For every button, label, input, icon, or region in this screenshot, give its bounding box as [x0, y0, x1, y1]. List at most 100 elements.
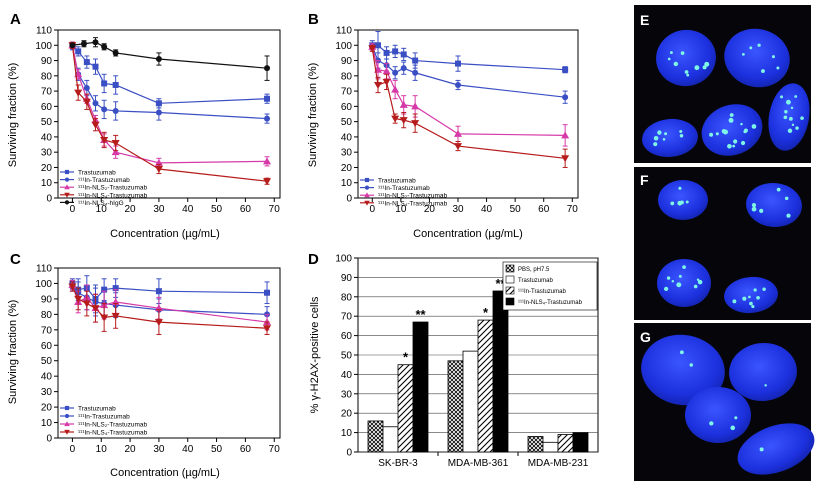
focus: [679, 129, 683, 134]
focus: [666, 276, 671, 280]
legend-label: ¹¹¹In-NLS₂-Trastuzumab: [378, 193, 447, 200]
data-point: [392, 48, 399, 55]
data-point: [375, 42, 381, 49]
panel-label-c: C: [10, 251, 21, 268]
focus: [682, 265, 686, 269]
focus: [732, 299, 737, 304]
legend-marker: [64, 421, 70, 427]
nucleus: [657, 259, 711, 307]
x-tick-label: SK-BR-3: [378, 458, 418, 469]
series-1: [69, 43, 271, 124]
focus: [671, 280, 675, 283]
y-tick-label: 100: [335, 41, 352, 52]
legend-label: Trastuzumab: [78, 406, 116, 413]
x-tick-label: 70: [269, 444, 281, 455]
data-point: [80, 40, 87, 47]
data-point: [101, 106, 108, 113]
data-point: [74, 89, 83, 97]
y-tick-label: 40: [41, 372, 53, 383]
series-0: [69, 41, 271, 109]
nucleus: [658, 180, 708, 220]
legend-label: ¹¹¹In-Trastuzumab: [78, 177, 130, 184]
focus: [667, 57, 671, 61]
legend-a: Trastuzumab¹¹¹In-Trastuzumab¹¹¹In-NLS₂-T…: [60, 170, 148, 207]
y-tick-label: 60: [41, 102, 53, 113]
data-point: [399, 117, 408, 125]
bar: [572, 432, 589, 453]
x-tick-label: 40: [182, 444, 194, 455]
panel-a: A Surviving fraction (%) 0 10 20 30 40 50 60 70…: [7, 11, 281, 240]
y-tick-label: 50: [41, 356, 53, 367]
data-point: [264, 95, 271, 102]
data-point: [91, 121, 100, 129]
legend-swatch: [505, 264, 515, 273]
y-tick-label: 10: [341, 178, 353, 189]
legend-box: [502, 261, 598, 311]
data-point: [68, 283, 77, 291]
data-point: [75, 48, 82, 55]
focus: [664, 286, 669, 291]
series-line: [71, 44, 268, 104]
data-point: [561, 155, 570, 163]
focus: [751, 304, 755, 309]
x-tick-label: 10: [395, 204, 407, 215]
y-tick-label: 100: [35, 41, 52, 52]
legend-marker: [64, 177, 70, 182]
series-line: [71, 45, 268, 164]
y-tick-label: 10: [41, 178, 53, 189]
series-line: [71, 45, 268, 182]
data-point: [399, 100, 408, 108]
nucleus: [729, 342, 797, 402]
x-tick-label: 60: [240, 444, 252, 455]
y-tick-label: 70: [341, 87, 353, 98]
legend-label: ¹¹¹In-NLS₄-Trastuzumab: [78, 192, 148, 199]
focus: [791, 123, 795, 127]
focus: [740, 140, 746, 146]
nucleus: [642, 118, 698, 158]
legend-label: ¹¹¹In-NLS₂-Trastuzumab: [78, 185, 147, 192]
x-tick-label: MDA-MB-361: [448, 458, 509, 469]
focus: [788, 116, 793, 121]
y-tick-label: 60: [341, 102, 353, 113]
legend-label: Trastuzumab: [518, 278, 553, 284]
focus: [764, 384, 767, 387]
panel-label-a: A: [10, 11, 21, 28]
data-point: [111, 312, 120, 320]
data-point: [155, 288, 162, 295]
bar: [527, 436, 544, 453]
y-tick-label: 0: [46, 194, 52, 205]
focus: [728, 117, 734, 123]
data-point: [562, 66, 569, 73]
focus: [670, 201, 675, 206]
legend-label: ¹¹¹In-NLS₄-Trastuzumab: [518, 300, 583, 306]
data-point: [455, 81, 461, 88]
focus: [783, 115, 787, 120]
focus: [741, 52, 745, 56]
bar: [382, 426, 399, 453]
focus: [685, 200, 689, 204]
legend-marker: [64, 429, 70, 435]
data-point: [111, 148, 120, 156]
data-point: [561, 131, 570, 139]
y-tick-label: 60: [41, 341, 53, 352]
x-tick-label: 60: [240, 204, 252, 215]
data-point: [263, 325, 272, 333]
y-tick-label: 50: [41, 117, 53, 128]
y-tick-label: 50: [341, 117, 353, 128]
bar: [462, 350, 479, 453]
y-tick-label: 90: [341, 273, 353, 284]
focus: [729, 113, 734, 117]
panel-label-d: D: [308, 251, 319, 268]
focus: [730, 425, 736, 431]
y-tick-label: 0: [346, 448, 352, 459]
data-point: [368, 45, 377, 53]
focus: [786, 213, 791, 218]
x-tick-label: 10: [96, 204, 108, 215]
micrograph-label-f: F: [640, 172, 649, 188]
x-tick-label: 40: [182, 204, 194, 215]
data-point: [374, 81, 382, 89]
legend-label: Trastuzumab: [78, 170, 116, 177]
data-point: [400, 65, 407, 72]
y-tick-label: 40: [41, 132, 53, 143]
